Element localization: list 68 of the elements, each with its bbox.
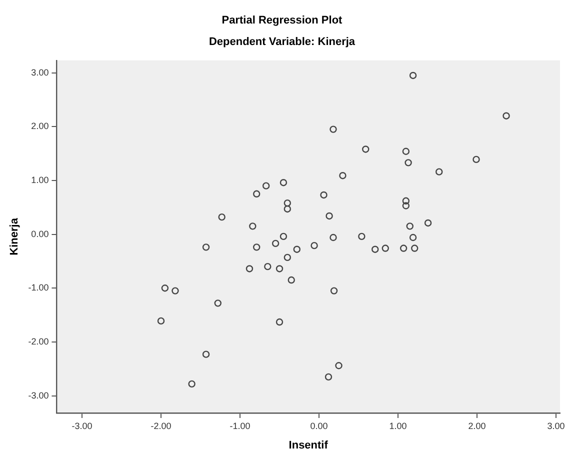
- point: [249, 222, 256, 230]
- point: [409, 72, 417, 80]
- y-tick-label: -2.00: [28, 336, 49, 346]
- point: [339, 172, 346, 180]
- point: [335, 362, 342, 370]
- point: [404, 159, 412, 166]
- point: [202, 350, 210, 358]
- y-tick-label: 3.00: [31, 67, 49, 78]
- point: [253, 244, 260, 251]
- point: [409, 234, 417, 242]
- point: [411, 244, 418, 252]
- x-tick-label: 2.00: [468, 420, 486, 431]
- point: [472, 156, 480, 164]
- point: [402, 197, 410, 204]
- point: [330, 287, 338, 294]
- point: [264, 262, 272, 270]
- point: [320, 191, 328, 199]
- point: [272, 240, 280, 248]
- point: [284, 199, 292, 207]
- point: [284, 205, 292, 213]
- point: [288, 276, 295, 284]
- point: [400, 244, 408, 252]
- point: [218, 213, 226, 221]
- point: [372, 246, 379, 253]
- point: [424, 219, 432, 227]
- point: [276, 265, 284, 272]
- y-tick-label: -1.00: [28, 282, 49, 293]
- point: [502, 112, 510, 120]
- y-tick-label: 1.00: [31, 174, 49, 185]
- y-tick-label: -3.00: [28, 390, 49, 400]
- point: [326, 212, 333, 220]
- point: [157, 317, 165, 325]
- point: [172, 287, 179, 294]
- point: [310, 242, 318, 250]
- x-tick-label: 1.00: [389, 420, 407, 431]
- point: [253, 190, 260, 198]
- point: [188, 380, 196, 388]
- point: [202, 244, 210, 251]
- x-tick-label: 0.00: [310, 420, 328, 431]
- point: [161, 284, 169, 292]
- x-tick-label: -1.00: [230, 420, 250, 431]
- point: [293, 246, 300, 253]
- point: [358, 232, 366, 240]
- x-tick-label: 3.00: [547, 420, 565, 431]
- point: [280, 179, 288, 186]
- chart-subtitle: Dependent Variable: Kinerja: [208, 36, 356, 48]
- point: [276, 318, 284, 326]
- point: [330, 126, 337, 133]
- x-tick-label: -2.00: [150, 420, 172, 431]
- y-tick-label: 0.00: [31, 228, 49, 239]
- point: [214, 300, 222, 307]
- point: [382, 244, 389, 252]
- point: [406, 222, 414, 230]
- point: [436, 168, 443, 176]
- point: [284, 254, 292, 262]
- point: [362, 146, 370, 153]
- y-tick-label: 2.00: [31, 121, 49, 132]
- point: [246, 265, 254, 272]
- chart-title: Partial Regression Plot: [222, 14, 343, 27]
- point: [402, 202, 410, 210]
- point: [280, 232, 288, 240]
- y-axis-title: Kinerja: [8, 217, 21, 256]
- point: [402, 148, 410, 155]
- x-axis-title: Insentif: [288, 439, 328, 452]
- point: [324, 373, 332, 381]
- point: [330, 234, 337, 242]
- point: [262, 182, 270, 190]
- x-tick-label: -3.00: [72, 420, 92, 431]
